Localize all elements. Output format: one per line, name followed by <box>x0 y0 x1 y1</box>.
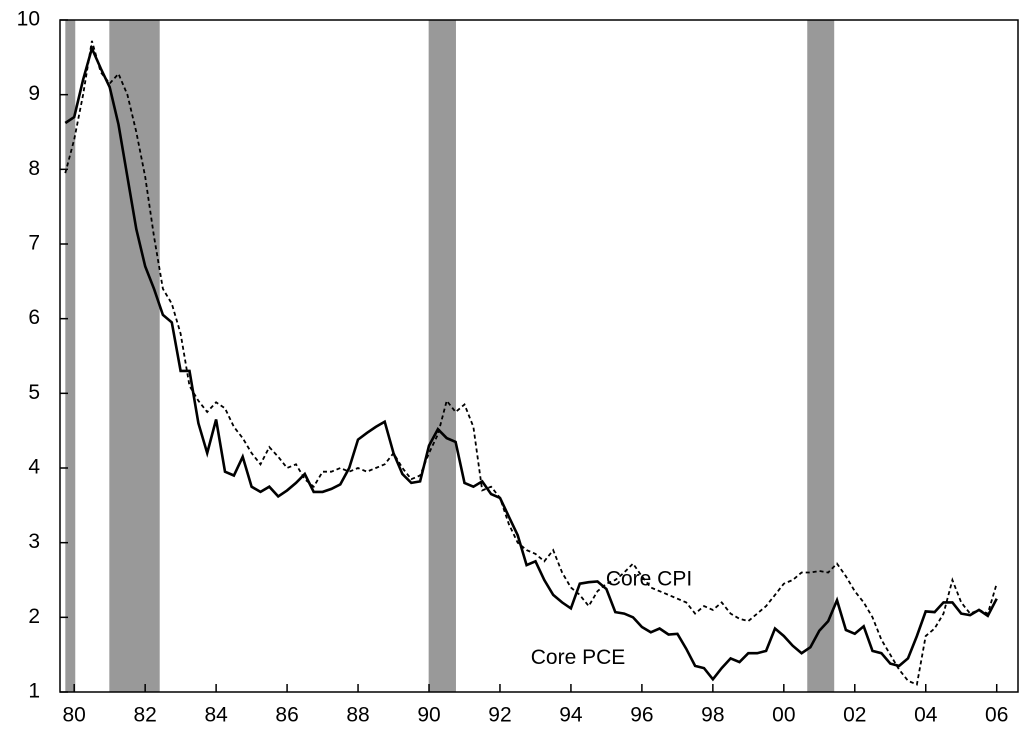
x-tick-label: 92 <box>488 704 511 727</box>
x-tick-label: 94 <box>559 704 583 727</box>
x-tick-label: 86 <box>275 704 298 727</box>
x-tick-label: 04 <box>914 704 938 727</box>
y-tick-label: 6 <box>28 306 40 329</box>
x-tick-label: 88 <box>346 704 369 727</box>
x-tick-label: 02 <box>843 704 866 727</box>
series-line <box>64 40 998 686</box>
x-tick-label: 06 <box>985 704 1008 727</box>
series-label: Core PCE <box>531 646 626 669</box>
recession-band <box>807 20 835 692</box>
series-label: Core CPI <box>606 568 692 591</box>
y-tick-label: 2 <box>28 605 40 628</box>
y-tick-label: 5 <box>28 381 40 404</box>
recession-band <box>109 20 160 692</box>
y-tick-label: 1 <box>28 680 40 703</box>
recession-band <box>65 20 76 692</box>
x-tick-label: 98 <box>701 704 724 727</box>
plot-frame <box>59 19 1019 693</box>
x-tick-label: 96 <box>630 704 653 727</box>
y-tick-label: 7 <box>28 232 40 255</box>
x-tick-label: 90 <box>417 704 440 727</box>
y-tick-label: 4 <box>28 456 40 479</box>
x-tick-label: 00 <box>772 704 795 727</box>
x-tick-label: 82 <box>133 704 156 727</box>
recession-band <box>428 20 456 692</box>
y-tick-label: 8 <box>28 157 40 180</box>
x-tick-label: 84 <box>204 704 228 727</box>
series-line <box>64 44 998 682</box>
y-tick-label: 9 <box>28 82 40 105</box>
y-tick-label: 3 <box>28 530 40 553</box>
y-tick-label: 10 <box>17 8 40 31</box>
x-tick-label: 80 <box>63 704 86 727</box>
